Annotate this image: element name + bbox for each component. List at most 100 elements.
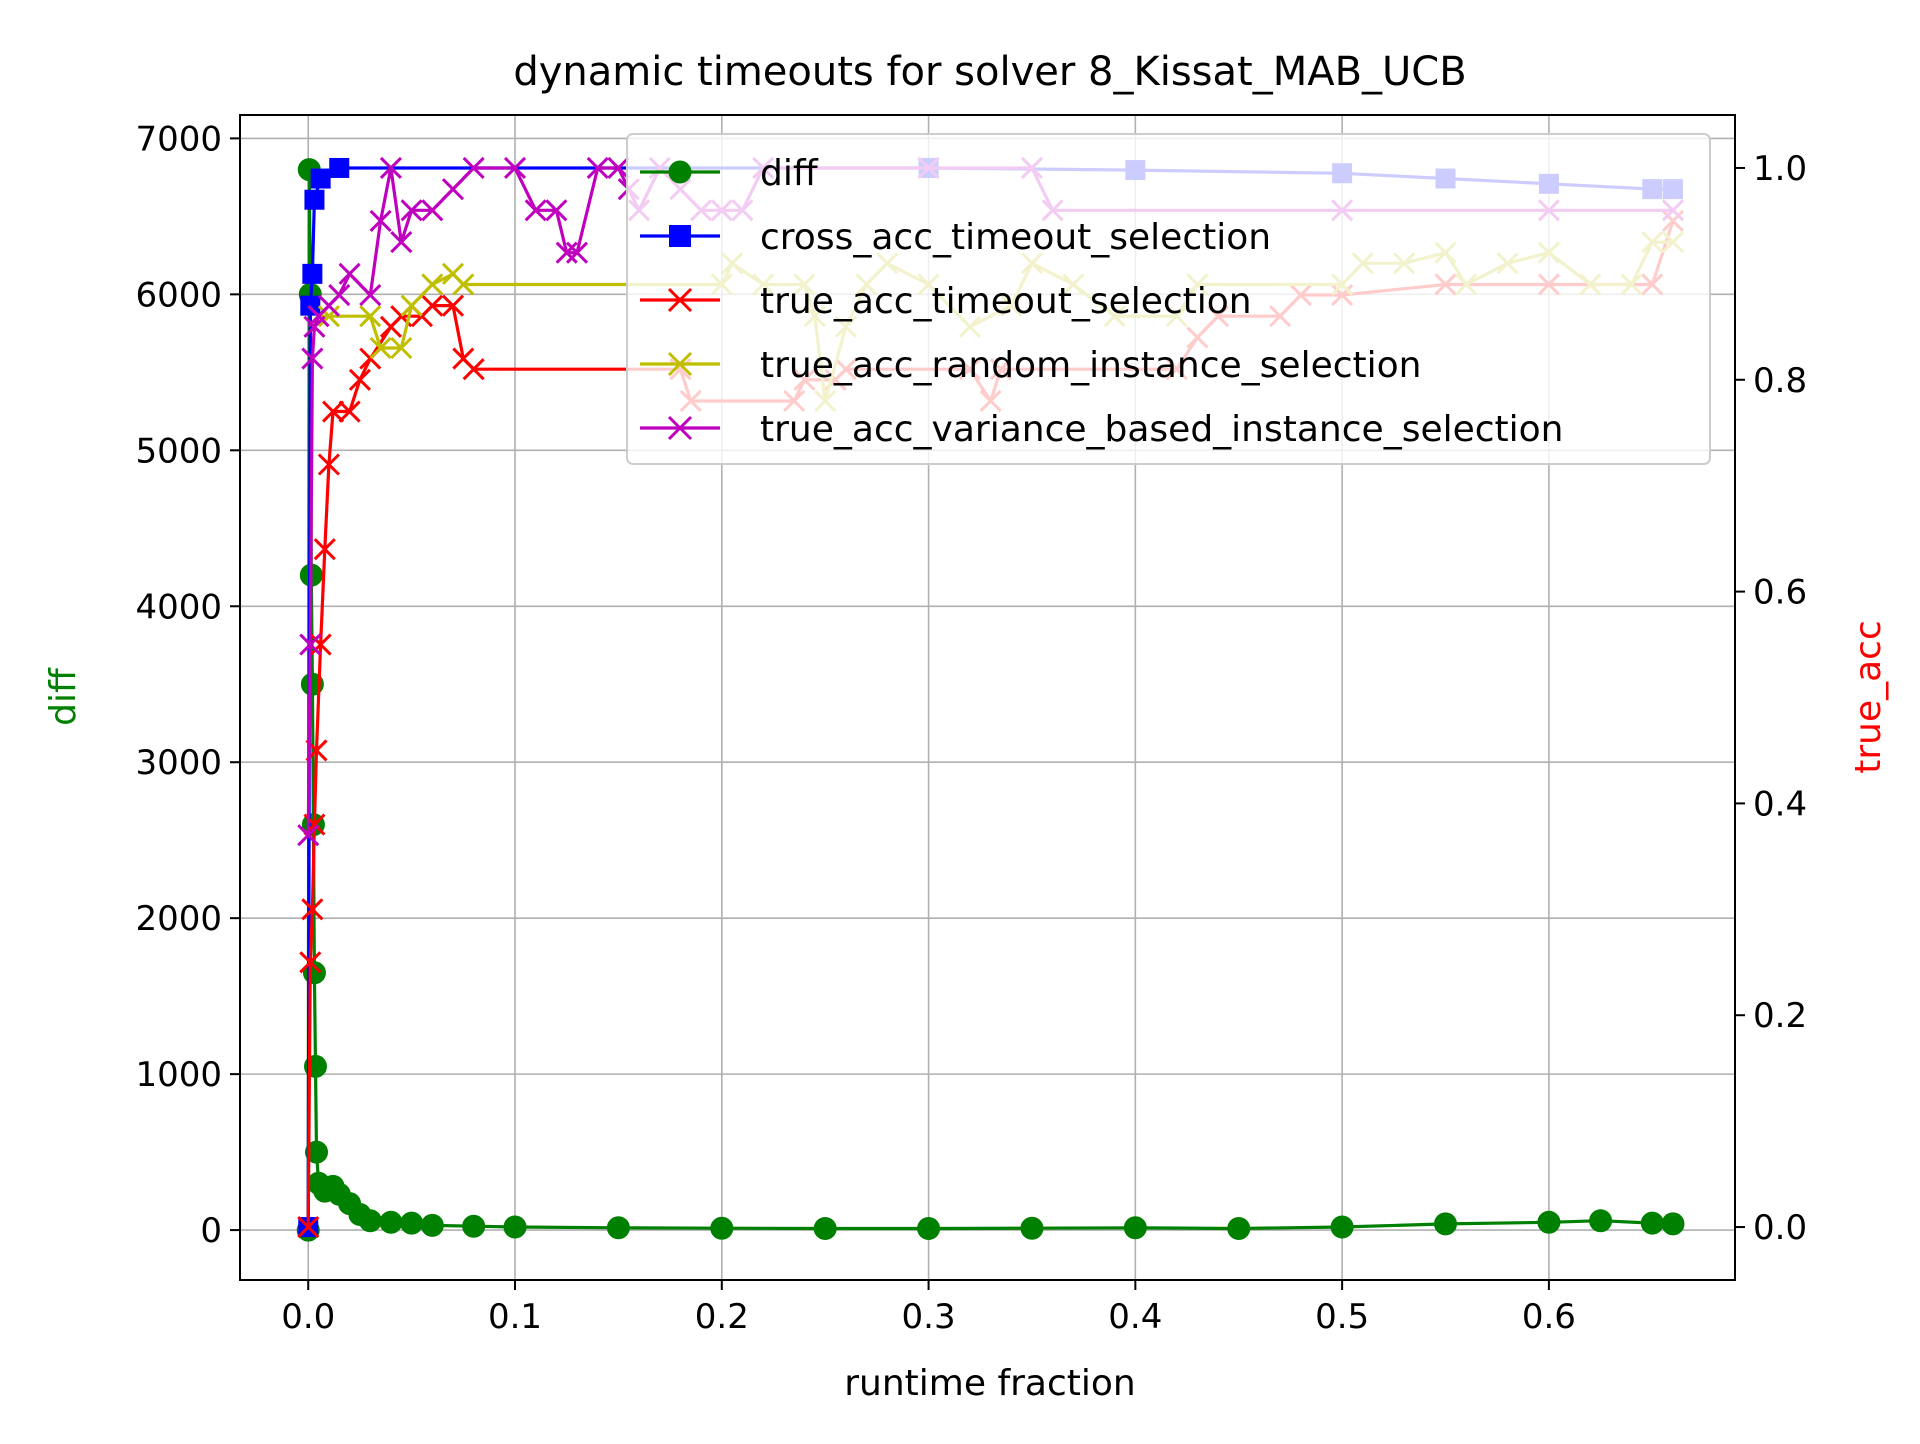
data-point-true-acc-variance-based-instance-selection <box>369 209 392 232</box>
data-point-true-acc-variance-based-instance-selection <box>524 199 547 222</box>
data-point-true-acc-variance-based-instance-selection <box>441 178 465 201</box>
legend-entry-true-acc-variance-based-instance-selection: true_acc_variance_based_instance_selecti… <box>640 409 1564 450</box>
data-point-true-acc-variance-based-instance-selection <box>297 824 320 847</box>
data-point-true-acc-random-instance-selection <box>390 336 413 360</box>
legend-marker <box>667 287 693 313</box>
legend-entry-cross-acc-timeout-selection: cross_acc_timeout_selection <box>640 217 1271 258</box>
left-y-tick-label: 2000 <box>135 899 222 939</box>
left-y-tick-label: 0 <box>200 1211 222 1251</box>
data-point-true-acc-random-instance-selection <box>359 305 382 328</box>
data-point-cross-acc-timeout-selection <box>300 295 321 316</box>
legend-label: cross_acc_timeout_selection <box>760 217 1271 258</box>
data-point-true-acc-variance-based-instance-selection <box>400 199 423 222</box>
data-point-diff <box>1589 1209 1613 1233</box>
data-point-cross-acc-timeout-selection <box>304 189 325 210</box>
data-point-true-acc-timeout-selection <box>338 400 361 423</box>
data-point-true-acc-variance-based-instance-selection <box>503 156 527 180</box>
data-point-diff <box>1227 1217 1251 1241</box>
x-tick-label: 0.6 <box>1522 1297 1576 1337</box>
x-tick-label: 0.1 <box>488 1297 542 1337</box>
data-point-true-acc-variance-based-instance-selection <box>379 156 403 180</box>
data-point-diff <box>606 1216 630 1240</box>
legend-entry-diff: diff <box>640 153 819 194</box>
data-point-true-acc-variance-based-instance-selection <box>462 156 485 180</box>
data-point-diff <box>813 1217 837 1241</box>
data-point-true-acc-variance-based-instance-selection <box>421 199 444 222</box>
data-point-true-acc-variance-based-instance-selection <box>555 241 578 264</box>
data-point-diff <box>503 1215 527 1239</box>
x-axis-ticks: 0.0 0.1 0.2 0.3 0.4 0.5 0.6 <box>281 1280 1576 1337</box>
chart-title: dynamic timeouts for solver 8_Kissat_MAB… <box>513 49 1466 95</box>
left-y-tick-label: 6000 <box>135 275 222 315</box>
data-point-diff <box>1434 1212 1458 1236</box>
data-point-true-acc-timeout-selection <box>462 358 485 381</box>
legend-label: diff <box>760 153 819 194</box>
legend-box <box>626 133 1711 465</box>
x-axis-label: runtime fraction <box>844 1363 1136 1404</box>
data-point-diff <box>1661 1212 1685 1236</box>
x-tick-label: 0.3 <box>902 1297 956 1337</box>
data-point-true-acc-random-instance-selection <box>400 294 423 317</box>
data-point-true-acc-variance-based-instance-selection <box>545 199 568 222</box>
data-point-true-acc-timeout-selection <box>421 294 444 317</box>
legend-label: true_acc_random_instance_selection <box>760 345 1421 386</box>
data-point-true-acc-timeout-selection <box>309 633 332 656</box>
data-point-diff <box>1330 1215 1354 1239</box>
right-y-tick-label: 1.0 <box>1753 149 1807 189</box>
x-tick-label: 0.0 <box>281 1297 335 1337</box>
left-y-tick-label: 1000 <box>135 1055 222 1095</box>
left-y-tick-label: 4000 <box>135 587 222 627</box>
data-point-true-acc-variance-based-instance-selection <box>586 156 609 180</box>
data-point-true-acc-timeout-selection <box>299 951 322 974</box>
right-y-tick-label: 0.6 <box>1753 573 1807 613</box>
data-point-diff <box>420 1213 444 1237</box>
data-point-true-acc-timeout-selection <box>321 400 345 423</box>
right-y-tick-label: 0.0 <box>1753 1208 1807 1248</box>
data-point-true-acc-variance-based-instance-selection <box>299 633 322 656</box>
data-point-true-acc-timeout-selection <box>313 538 336 561</box>
data-point-true-acc-random-instance-selection <box>421 273 444 296</box>
plot-frame <box>239 114 1736 1281</box>
data-point-diff <box>305 1140 329 1164</box>
data-point-true-acc-timeout-selection <box>441 294 465 317</box>
data-point-true-acc-variance-based-instance-selection <box>607 156 630 180</box>
data-point-cross-acc-timeout-selection <box>302 263 323 284</box>
data-point-true-acc-variance-based-instance-selection <box>338 262 361 285</box>
legend-marker <box>669 225 691 247</box>
legend-marker <box>667 351 693 377</box>
data-point-true-acc-variance-based-instance-selection <box>328 283 351 307</box>
left-y-tick-label: 3000 <box>135 743 222 783</box>
data-point-diff <box>1537 1210 1561 1234</box>
data-point-true-acc-variance-based-instance-selection <box>390 231 413 254</box>
data-point-cross-acc-timeout-selection <box>310 168 331 189</box>
data-point-cross-acc-timeout-selection <box>329 157 350 178</box>
data-point-true-acc-variance-based-instance-selection <box>301 347 324 370</box>
legend-label: true_acc_timeout_selection <box>760 281 1252 322</box>
data-point-diff <box>400 1211 424 1235</box>
legend-marker <box>667 415 693 441</box>
data-point-true-acc-timeout-selection <box>301 898 324 921</box>
right-y-axis-ticks: 0.0 0.2 0.4 0.6 0.8 1.0 <box>1735 149 1807 1248</box>
left-y-tick-label: 7000 <box>135 119 222 159</box>
legend-label: true_acc_variance_based_instance_selecti… <box>760 409 1564 450</box>
legend-entry-true-acc-timeout-selection: true_acc_timeout_selection <box>640 281 1252 322</box>
right-y-axis-label: true_acc <box>1848 620 1889 774</box>
data-point-true-acc-timeout-selection <box>348 368 371 391</box>
data-point-diff <box>379 1210 403 1234</box>
data-point-true-acc-timeout-selection <box>297 1215 320 1239</box>
data-point-true-acc-random-instance-selection <box>369 336 392 360</box>
right-y-tick-label: 0.2 <box>1753 996 1807 1036</box>
left-y-axis-ticks: 0 1000 2000 3000 4000 5000 6000 7000 <box>135 119 240 1251</box>
data-point-diff <box>917 1217 941 1241</box>
data-point-true-acc-variance-based-instance-selection <box>359 283 382 307</box>
data-point-true-acc-timeout-selection <box>317 453 340 476</box>
left-y-axis-label: diff <box>43 667 84 726</box>
data-point-diff <box>462 1214 486 1238</box>
data-point-diff <box>358 1209 382 1233</box>
legend-marker <box>668 160 692 184</box>
data-point-diff <box>1123 1216 1147 1240</box>
legend-entry-true-acc-random-instance-selection: true_acc_random_instance_selection <box>640 345 1421 386</box>
data-point-true-acc-variance-based-instance-selection <box>565 241 589 264</box>
